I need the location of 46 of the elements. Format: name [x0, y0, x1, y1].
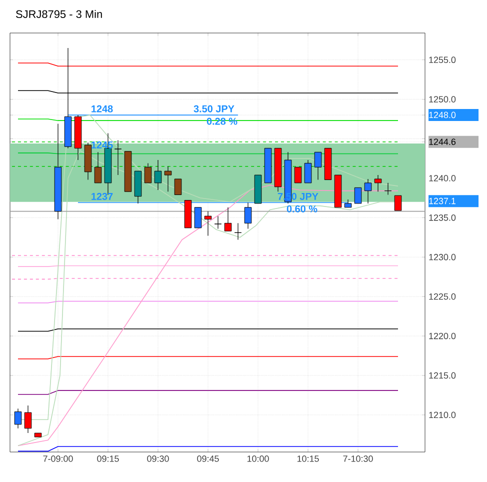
candlestick: [294, 166, 302, 184]
candlestick: [14, 408, 22, 429]
candlestick: [154, 160, 162, 190]
x-tick-label: 09:15: [97, 456, 119, 462]
y-tick-label: 1250.0: [429, 96, 456, 102]
annotation: 0.60 %: [286, 205, 318, 212]
y-tick-label: 1244.6: [429, 138, 456, 145]
y-tick-label: 1235.0: [429, 214, 456, 221]
candlestick: [234, 222, 242, 240]
x-tick-label: 09:45: [197, 456, 219, 462]
candlestick: [244, 202, 252, 229]
annotation: 3.50 JPY: [194, 105, 234, 112]
annotation: 1248: [92, 105, 113, 112]
candlestick: [94, 152, 102, 184]
candlestick: [304, 160, 312, 184]
candlestick: [364, 178, 372, 204]
candlestick: [374, 174, 382, 192]
y-tick-label: 1230.0: [429, 254, 456, 260]
candlestick: [194, 207, 202, 228]
y-tick-label: 1225.0: [429, 293, 456, 300]
candlestick: [384, 182, 392, 196]
candlestick: [204, 211, 212, 236]
candlestick: [314, 152, 322, 180]
annotation: 1237: [92, 192, 113, 200]
y-tick-label: 1248.0: [429, 112, 456, 118]
x-tick-label: 7-10:30: [343, 456, 373, 462]
x-tick-label: 10:15: [297, 456, 319, 462]
y-tick-label: 1215.0: [429, 372, 456, 379]
candlestick: [174, 178, 182, 196]
y-tick-label: 1240.0: [429, 175, 456, 182]
candlestick: [164, 166, 172, 192]
y-tick-label: 1237.1: [429, 198, 456, 204]
x-tick-label: 7-09:00: [43, 456, 73, 462]
candlestick: [24, 405, 32, 434]
candlestick: [144, 162, 152, 184]
y-tick-label: 1220.0: [429, 332, 456, 340]
candlestick: [394, 195, 402, 211]
x-tick-label: 09:30: [147, 456, 169, 462]
candlestick: [214, 216, 222, 229]
candlestick: [224, 207, 232, 232]
y-tick-label: 1210.0: [429, 412, 456, 418]
chart-title: SJRJ8795 - 3 Min: [16, 10, 102, 18]
candlestick: [114, 140, 122, 176]
candlestick: [354, 187, 362, 204]
y-tick-label: 1255.0: [429, 56, 456, 63]
x-tick-label: 10:00: [247, 456, 269, 462]
